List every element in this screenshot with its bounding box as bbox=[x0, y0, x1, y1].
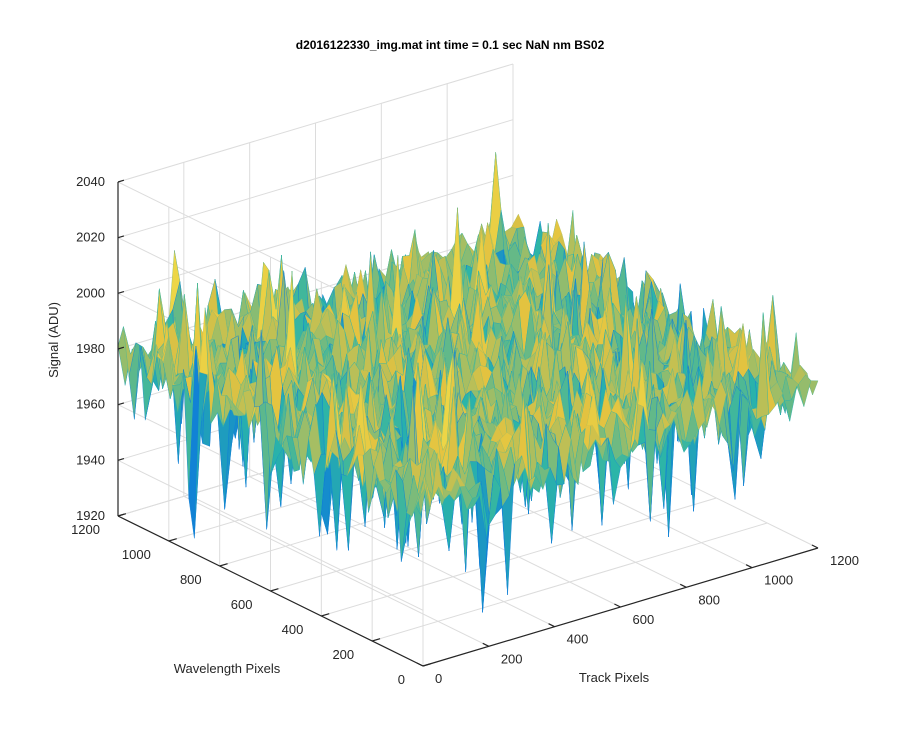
y-tick-label: 1000 bbox=[122, 547, 151, 562]
y-tick bbox=[422, 663, 432, 667]
z-tick-label: 2040 bbox=[76, 174, 105, 189]
tick-layer: 0 200 400 600 800 1000 1200 0 200 400 600 800 1000 12… bbox=[71, 174, 859, 687]
z-tick bbox=[117, 513, 125, 517]
back-wall-gridline bbox=[117, 63, 514, 183]
y-tick bbox=[270, 588, 279, 592]
z-tick-label: 2020 bbox=[76, 230, 105, 245]
y-tick bbox=[219, 563, 228, 567]
y-tick-label: 0 bbox=[398, 672, 405, 687]
y-axis-label: Wavelength Pixels bbox=[174, 661, 281, 676]
x-tick-label: 600 bbox=[633, 612, 655, 627]
z-tick bbox=[117, 290, 125, 294]
x-tick bbox=[679, 583, 687, 588]
y-tick-label: 1200 bbox=[71, 522, 100, 537]
x-tick bbox=[745, 564, 753, 569]
floor-gridline bbox=[372, 522, 768, 642]
z-tick-label: 1920 bbox=[76, 508, 105, 523]
z-tick bbox=[117, 179, 125, 183]
axis-layer bbox=[117, 179, 819, 667]
x-tick-label: 400 bbox=[567, 632, 589, 647]
back-wall-gridline bbox=[117, 119, 514, 239]
z-axis-label: Signal (ADU) bbox=[46, 302, 61, 378]
z-tick-label: 1960 bbox=[76, 397, 105, 412]
x-axis-label: Track Pixels bbox=[579, 670, 650, 685]
x-tick-label: 0 bbox=[435, 671, 442, 686]
floor-gridline bbox=[321, 497, 717, 617]
z-tick-label: 2000 bbox=[76, 285, 105, 300]
z-tick bbox=[117, 457, 125, 461]
x-tick-label: 1000 bbox=[764, 573, 793, 588]
y-tick-label: 600 bbox=[231, 597, 253, 612]
x-tick bbox=[416, 662, 424, 667]
y-tick bbox=[321, 613, 330, 617]
x-tick bbox=[548, 623, 555, 628]
y-tick bbox=[371, 638, 381, 642]
chart-title: d2016122330_img.mat int time = 0.1 sec N… bbox=[296, 38, 605, 52]
z-tick-label: 1980 bbox=[76, 341, 105, 356]
z-tick bbox=[117, 402, 125, 406]
z-tick-label: 1940 bbox=[76, 452, 105, 467]
y-tick-label: 800 bbox=[180, 572, 202, 587]
surface-layer bbox=[117, 152, 819, 613]
x-tick-label: 800 bbox=[698, 592, 720, 607]
back-wall-gridline bbox=[117, 174, 514, 294]
x-tick-label: 1200 bbox=[830, 553, 859, 568]
surface-patch bbox=[417, 475, 431, 510]
x-tick bbox=[614, 603, 621, 608]
x-tick bbox=[811, 544, 819, 549]
y-tick-label: 200 bbox=[332, 647, 354, 662]
y-tick-label: 400 bbox=[282, 622, 304, 637]
y-tick bbox=[168, 538, 177, 542]
z-tick bbox=[117, 346, 125, 350]
side-wall-gridline bbox=[117, 459, 424, 611]
x-tick bbox=[482, 642, 490, 647]
x-tick-label: 200 bbox=[501, 651, 523, 666]
z-tick bbox=[117, 235, 125, 239]
